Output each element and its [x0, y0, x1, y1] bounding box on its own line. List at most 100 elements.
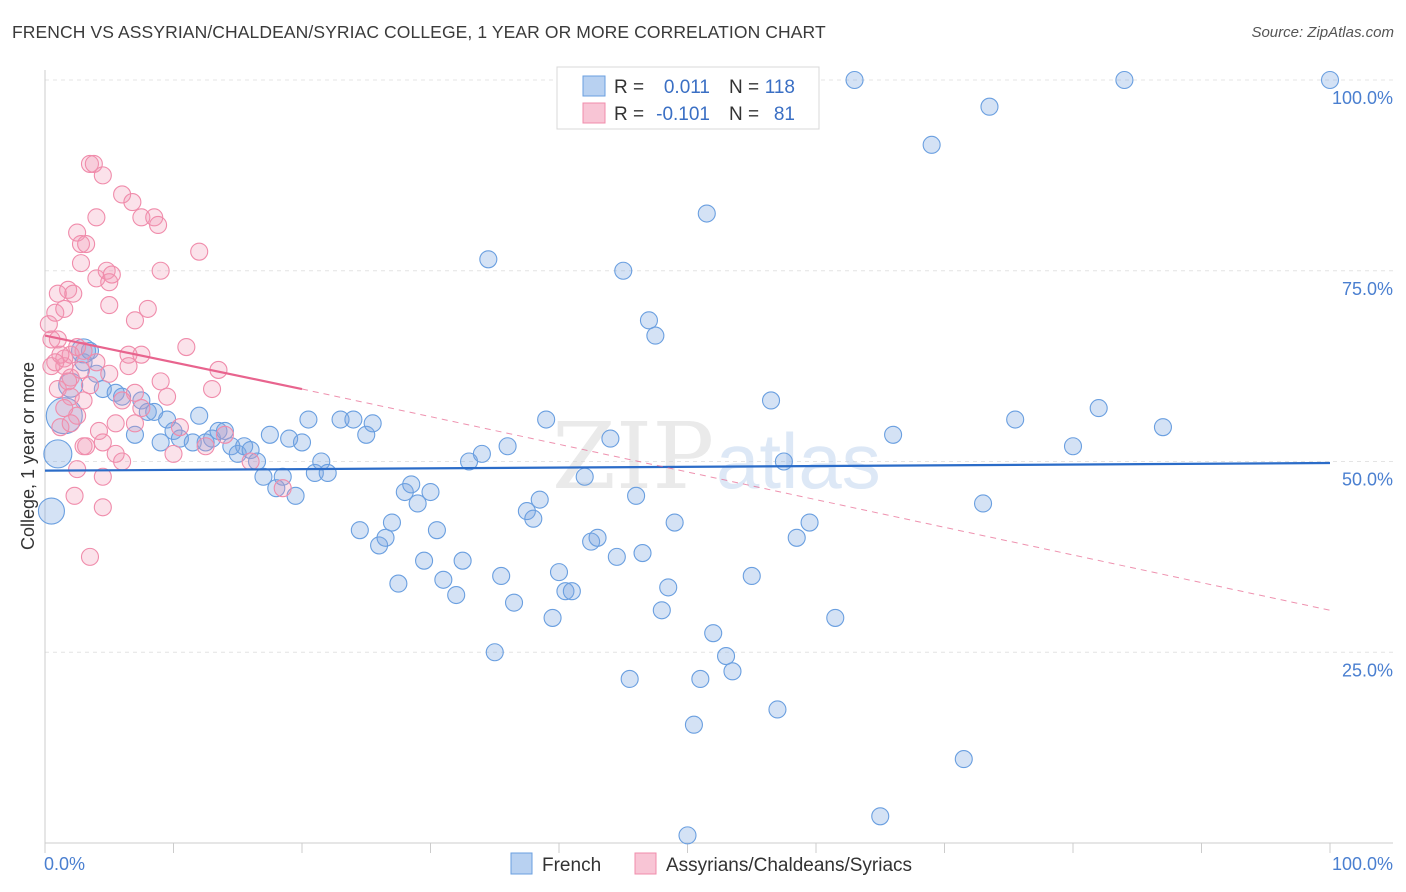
point-assyrian-45	[125, 311, 144, 330]
point-french-60	[472, 444, 491, 463]
point-french-50	[395, 482, 414, 502]
point-french-102	[845, 70, 864, 90]
point-french-78	[607, 547, 626, 566]
trend-line-assyrian	[44, 334, 303, 391]
point-french-36	[292, 433, 312, 452]
point-assyrian-3	[46, 303, 65, 322]
x-tick-label-max: 100.0%	[1332, 854, 1393, 874]
point-french-82	[633, 544, 652, 563]
point-french-73	[562, 582, 581, 601]
point-french-112	[1115, 70, 1134, 90]
point-french-111	[1089, 399, 1108, 418]
watermark: ZIP atlas	[552, 403, 881, 510]
point-assyrian-62	[203, 379, 222, 399]
point-french-84	[646, 326, 665, 345]
point-french-109	[1006, 410, 1025, 429]
point-french-105	[922, 135, 941, 154]
point-assyrian-20	[71, 254, 91, 273]
point-assyrian-73	[61, 414, 80, 433]
y-tick-label-2: 75.0%	[1342, 279, 1393, 299]
point-assyrian-7	[55, 299, 74, 318]
legend-r-value-french: 0.011	[664, 77, 710, 98]
point-assyrian-50	[132, 399, 151, 418]
point-french-94	[723, 662, 742, 681]
point-french-74	[575, 467, 594, 486]
point-assyrian-28	[87, 208, 106, 227]
point-assyrian-23	[77, 234, 96, 254]
point-assyrian-66	[59, 372, 78, 391]
point-assyrian-61	[196, 437, 215, 456]
point-assyrian-54	[151, 372, 170, 391]
point-assyrian-4	[48, 284, 67, 303]
legend-r-label-assyrian: R =	[614, 104, 644, 125]
point-assyrian-38	[106, 414, 125, 433]
point-french-70	[543, 608, 562, 627]
point-french-49	[389, 574, 408, 593]
point-assyrian-36	[100, 296, 119, 315]
point-french-72	[556, 582, 575, 601]
trend-line-french	[44, 461, 1331, 472]
point-assyrian-57	[164, 444, 183, 463]
point-french-90	[691, 669, 710, 689]
point-french-97	[768, 700, 787, 719]
point-assyrian-17	[68, 460, 87, 479]
point-french-96	[761, 391, 781, 410]
point-french-15	[151, 433, 170, 452]
point-french-79	[614, 261, 633, 280]
point-assyrian-30	[89, 421, 109, 441]
point-french-40	[318, 463, 337, 482]
point-assyrian-14	[64, 284, 83, 303]
point-french-101	[826, 608, 845, 627]
legend-swatch-french	[582, 75, 606, 97]
point-assyrian-76	[46, 353, 65, 372]
legend-swatch-assyrian	[582, 102, 606, 124]
point-assyrian-40	[113, 185, 132, 204]
point-french-31	[260, 425, 279, 444]
point-assyrian-6	[51, 418, 70, 437]
point-assyrian-33	[93, 498, 112, 517]
point-french-57	[447, 585, 466, 605]
point-french-99	[787, 528, 806, 547]
bottom-legend-swatch-french	[510, 852, 533, 875]
point-french-91	[697, 204, 716, 223]
point-assyrian-48	[132, 208, 151, 227]
y-tick-labels: 25.0% 50.0% 75.0% 100.0%	[1332, 88, 1393, 680]
point-assyrian-31	[93, 166, 112, 185]
point-french-68	[530, 490, 549, 509]
bottom-legend: French Assyrians/Chaldeans/Syriacs	[510, 852, 912, 876]
point-french-54	[421, 482, 440, 502]
point-french-71	[549, 563, 569, 582]
point-assyrian-43	[119, 357, 138, 376]
point-french-45	[363, 414, 382, 433]
y-tick-label-0: 25.0%	[1342, 660, 1393, 680]
point-assyrian-70	[100, 364, 119, 383]
point-assyrian-80	[241, 452, 260, 471]
point-french-44	[357, 425, 376, 444]
point-assyrian-75	[93, 467, 112, 486]
point-french-32	[267, 479, 286, 498]
point-assyrian-79	[273, 479, 292, 498]
point-french-77	[601, 429, 620, 448]
point-french-25	[222, 437, 241, 456]
point-french-67	[524, 509, 543, 528]
point-french-53	[415, 551, 434, 570]
point-assyrian-56	[158, 387, 177, 406]
y-tick-label-1: 50.0%	[1342, 470, 1393, 490]
point-french-86	[659, 578, 678, 597]
point-french-103	[871, 807, 890, 826]
point-french-89	[684, 715, 703, 734]
axes	[44, 70, 1393, 853]
point-french-108	[973, 494, 993, 513]
trend-lines	[44, 334, 1331, 611]
point-assyrian-44	[123, 193, 142, 212]
point-assyrian-78	[71, 360, 91, 379]
point-assyrian-64	[215, 425, 234, 444]
point-french-47	[376, 528, 395, 547]
point-french-56	[434, 570, 453, 589]
point-french-65	[504, 593, 524, 612]
point-french-55	[427, 521, 446, 540]
watermark-atlas: atlas	[716, 417, 881, 505]
point-french-11	[132, 391, 151, 410]
chart-source: Source: ZipAtlas.com	[1251, 24, 1394, 41]
